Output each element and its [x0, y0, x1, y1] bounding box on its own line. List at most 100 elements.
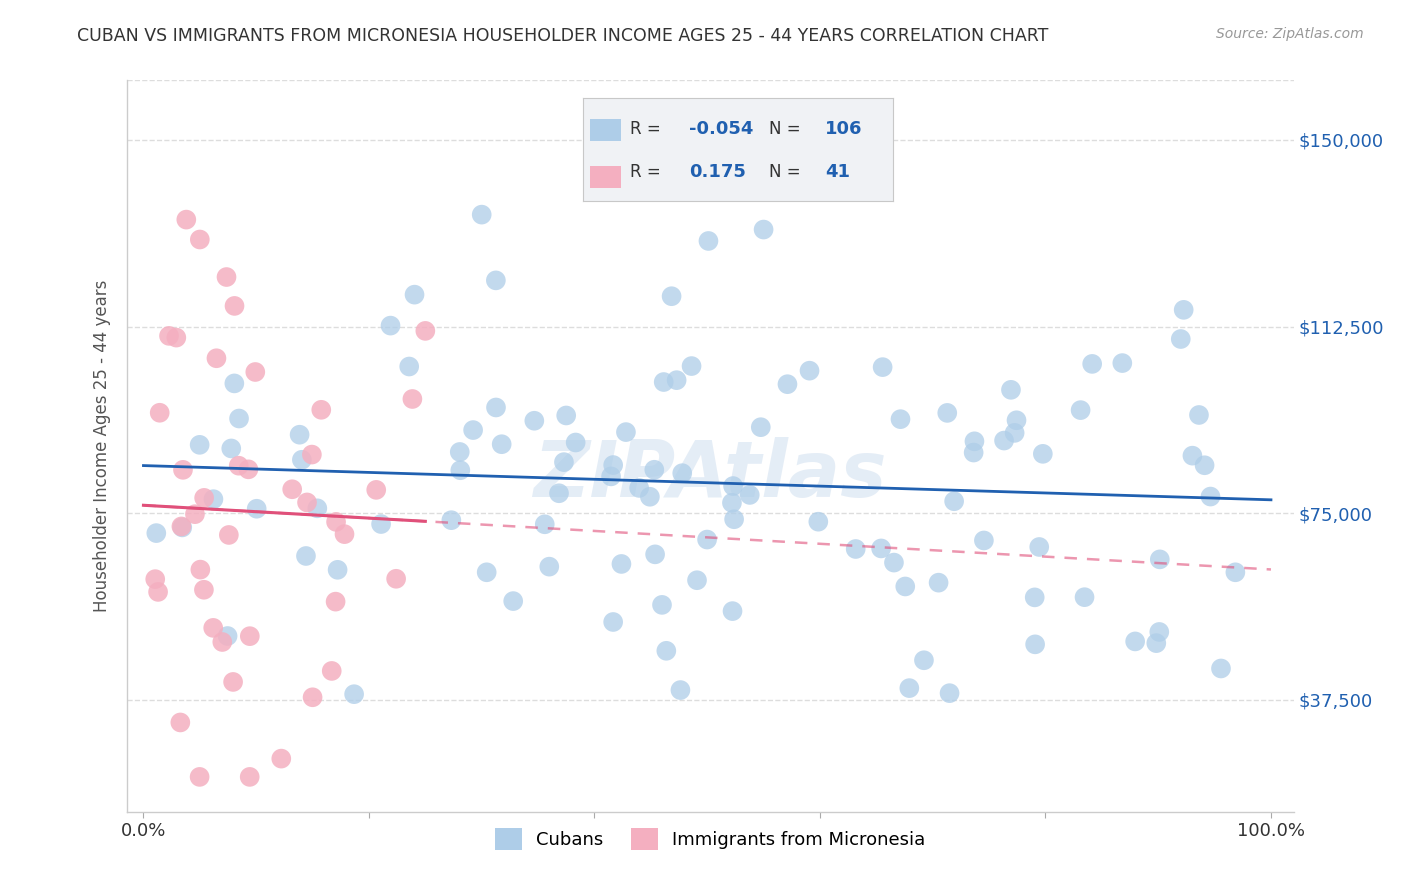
Point [219, 442, 242, 456]
Point [610, 557, 633, 571]
Point [600, 469, 623, 483]
Point [202, 621, 225, 635]
Point [889, 412, 911, 426]
Point [865, 173, 887, 187]
Text: N =: N = [769, 163, 806, 181]
Point [1005, 413, 1028, 427]
Point [301, 690, 323, 705]
Point [665, 373, 688, 387]
Point [686, 573, 709, 587]
Point [697, 234, 720, 248]
Point [188, 233, 211, 247]
Point [669, 683, 692, 698]
Point [1149, 624, 1171, 639]
Point [401, 392, 423, 406]
Point [165, 330, 187, 344]
Point [723, 512, 745, 526]
Point [172, 463, 194, 477]
Point [188, 770, 211, 784]
Point [239, 629, 262, 643]
Point [1194, 458, 1216, 473]
Point [146, 585, 169, 599]
Point [193, 582, 215, 597]
Point [1149, 552, 1171, 566]
Point [295, 495, 318, 509]
Point [291, 452, 314, 467]
Point [614, 425, 637, 439]
Point [485, 273, 508, 287]
Point [169, 715, 191, 730]
Point [1073, 590, 1095, 604]
Point [1004, 425, 1026, 440]
Text: -0.054: -0.054 [689, 120, 754, 138]
Bar [589, 119, 620, 141]
Text: N =: N = [769, 120, 806, 138]
Point [1024, 591, 1046, 605]
Point [661, 289, 683, 303]
Point [696, 533, 718, 547]
Point [321, 664, 343, 678]
Point [281, 482, 304, 496]
Point [872, 360, 894, 375]
Point [1070, 403, 1092, 417]
Point [643, 463, 665, 477]
Point [651, 598, 673, 612]
Point [752, 222, 775, 236]
Point [671, 466, 693, 480]
Point [343, 687, 366, 701]
Point [548, 486, 571, 500]
Point [193, 491, 215, 505]
Text: 0.175: 0.175 [689, 163, 745, 181]
Point [894, 579, 917, 593]
Point [1024, 637, 1046, 651]
Point [188, 438, 211, 452]
Point [807, 515, 830, 529]
Point [602, 615, 624, 629]
Point [652, 375, 675, 389]
Point [366, 483, 388, 497]
Point [449, 463, 471, 477]
Point [681, 359, 703, 373]
Point [326, 563, 349, 577]
Point [307, 501, 329, 516]
Text: 106: 106 [825, 120, 862, 138]
Point [936, 406, 959, 420]
Point [398, 359, 420, 374]
Point [415, 324, 437, 338]
Point [721, 479, 744, 493]
Point [628, 481, 651, 495]
Point [538, 559, 561, 574]
Point [228, 411, 250, 425]
Point [239, 770, 262, 784]
Point [449, 445, 471, 459]
Point [172, 520, 194, 534]
Point [491, 437, 513, 451]
Point [1225, 566, 1247, 580]
Point [1123, 634, 1146, 648]
Point [638, 490, 661, 504]
Point [224, 299, 246, 313]
Point [211, 635, 233, 649]
Legend: Cubans, Immigrants from Micronesia: Cubans, Immigrants from Micronesia [488, 821, 932, 857]
Point [270, 751, 292, 765]
Point [404, 287, 426, 301]
Point [1144, 636, 1167, 650]
Text: Source: ZipAtlas.com: Source: ZipAtlas.com [1216, 27, 1364, 41]
Point [912, 653, 935, 667]
Point [1032, 447, 1054, 461]
Point [870, 541, 893, 556]
Point [380, 318, 402, 333]
Bar [589, 166, 620, 188]
Point [1209, 661, 1232, 675]
Point [370, 516, 392, 531]
Point [325, 594, 347, 608]
Point [776, 377, 799, 392]
Point [523, 414, 546, 428]
Point [1000, 383, 1022, 397]
Text: CUBAN VS IMMIGRANTS FROM MICRONESIA HOUSEHOLDER INCOME AGES 25 - 44 YEARS CORREL: CUBAN VS IMMIGRANTS FROM MICRONESIA HOUS… [77, 27, 1049, 45]
Point [440, 513, 463, 527]
Point [218, 528, 240, 542]
Point [1188, 408, 1211, 422]
Point [564, 435, 586, 450]
Point [502, 594, 524, 608]
